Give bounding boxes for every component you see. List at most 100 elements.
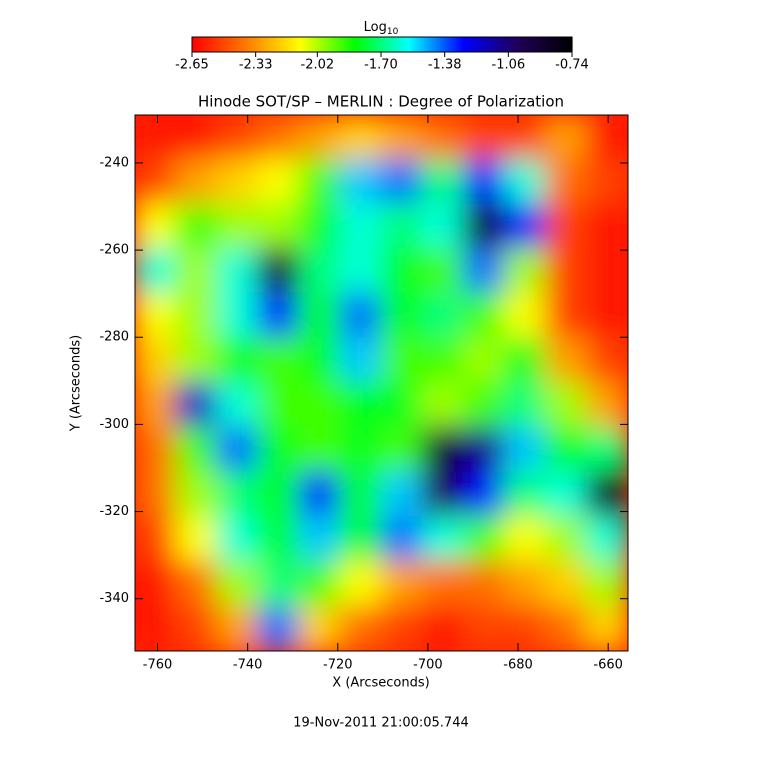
heatmap-cell <box>544 115 588 161</box>
colorbar-segment <box>504 37 507 52</box>
colorbar-segment <box>230 37 233 52</box>
colorbar-segment <box>542 37 545 52</box>
colorbar-segment <box>264 37 267 52</box>
heatmap-cell <box>462 115 506 161</box>
heatmap-cell <box>175 292 219 340</box>
colorbar-segment <box>482 37 485 52</box>
y-tick-label: -280 <box>99 330 129 345</box>
colorbar-segment <box>308 37 311 52</box>
heatmap-cell <box>462 516 506 563</box>
y-tick-label: -240 <box>99 155 129 170</box>
x-tick-label: -720 <box>323 658 353 673</box>
heatmap-cell <box>585 248 628 295</box>
colorbar-segment <box>290 37 293 52</box>
heatmap-cell <box>175 337 219 384</box>
heatmap-cell <box>339 605 383 651</box>
heatmap-cell <box>585 337 628 384</box>
colorbar-segment <box>450 37 453 52</box>
colorbar-segment <box>324 37 327 52</box>
colorbar-segment <box>530 37 533 52</box>
colorbar-segment <box>334 37 337 52</box>
heatmap-cell <box>380 382 424 429</box>
heatmap-cell <box>216 516 260 563</box>
heatmap-cell <box>216 337 260 384</box>
heatmap-cell <box>462 471 506 518</box>
colorbar-segment <box>522 37 525 52</box>
heatmap-cell <box>175 426 219 474</box>
heatmap-cell <box>175 471 219 518</box>
heatmap-cell <box>544 560 588 608</box>
heatmap-cell <box>585 115 628 161</box>
colorbar-segment <box>480 37 483 52</box>
heatmap-cell <box>257 337 301 384</box>
y-tick-label: -320 <box>99 504 129 519</box>
y-tick-label: -260 <box>99 243 129 258</box>
colorbar-segment <box>216 37 219 52</box>
heatmap-cell <box>462 248 506 295</box>
heatmap-cell <box>298 382 342 429</box>
heatmap-cell <box>462 605 506 651</box>
colorbar-segment <box>466 37 469 52</box>
heatmap-cell <box>175 516 219 563</box>
colorbar-segment <box>196 37 199 52</box>
colorbar-segment <box>198 37 201 52</box>
colorbar-segment <box>456 37 459 52</box>
colorbar-segment <box>552 37 555 52</box>
heatmap-cell <box>421 426 465 474</box>
heatmap-cell <box>421 337 465 384</box>
colorbar-segment <box>536 37 539 52</box>
colorbar-segment <box>294 37 297 52</box>
colorbar-segment <box>472 37 475 52</box>
colorbar-segment <box>350 37 353 52</box>
colorbar-segment <box>372 37 375 52</box>
heatmap-cell <box>380 560 424 608</box>
heatmap-cell <box>135 605 178 651</box>
colorbar-segment <box>304 37 307 52</box>
colorbar-segment <box>432 37 435 52</box>
colorbar-segment <box>268 37 271 52</box>
heatmap-cell <box>216 605 260 651</box>
heatmap-cell <box>257 115 301 161</box>
heatmap-cell <box>380 292 424 340</box>
colorbar-segment <box>538 37 541 52</box>
heatmap-cell <box>585 426 628 474</box>
colorbar-segment <box>250 37 253 52</box>
heatmap-cell <box>503 158 547 206</box>
heatmap-cells <box>135 115 628 651</box>
colorbar-segment <box>314 37 317 52</box>
heatmap-cell <box>135 382 178 429</box>
heatmap-cell <box>380 337 424 384</box>
colorbar-segment <box>244 37 247 52</box>
colorbar-segment <box>520 37 523 52</box>
colorbar-segment <box>400 37 403 52</box>
heatmap-cell <box>544 382 588 429</box>
colorbar-segment <box>474 37 477 52</box>
colorbar-segment <box>362 37 365 52</box>
heatmap-cell <box>544 426 588 474</box>
colorbar-segment <box>490 37 493 52</box>
heatmap-cell <box>544 337 588 384</box>
heatmap-cell <box>462 337 506 384</box>
colorbar-segment <box>500 37 503 52</box>
heatmap-cell <box>585 203 628 250</box>
colorbar-segment <box>356 37 359 52</box>
colorbar-segment <box>468 37 471 52</box>
colorbar-tick-label: -2.65 <box>175 58 209 73</box>
colorbar-segment <box>420 37 423 52</box>
colorbar-segment <box>332 37 335 52</box>
heatmap-cell <box>135 471 178 518</box>
colorbar-segment <box>392 37 395 52</box>
heatmap-cell <box>257 471 301 518</box>
heatmap-cell <box>216 426 260 474</box>
heatmap-cell <box>135 337 178 384</box>
colorbar-segment <box>282 37 285 52</box>
colorbar-segment <box>550 37 553 52</box>
heatmap-cell <box>421 292 465 340</box>
heatmap-cell <box>339 426 383 474</box>
heatmap-cell <box>380 516 424 563</box>
colorbar-segment <box>544 37 547 52</box>
heatmap-cell <box>421 471 465 518</box>
heatmap-cell <box>175 115 219 161</box>
heatmap-cell <box>462 203 506 250</box>
heatmap-cell <box>503 203 547 250</box>
